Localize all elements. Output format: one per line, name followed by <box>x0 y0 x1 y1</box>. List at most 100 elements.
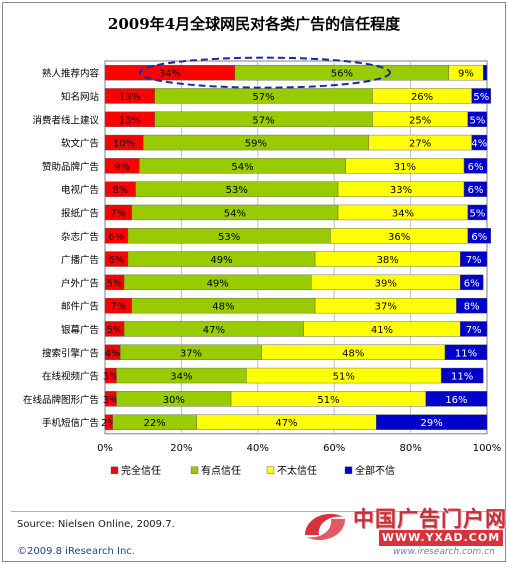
data-label: 10% <box>113 139 135 150</box>
data-label: 7% <box>466 255 482 266</box>
data-label: 29% <box>420 418 442 429</box>
bar-segment <box>482 64 488 81</box>
data-label: 7% <box>110 208 126 219</box>
data-label: 9% <box>114 162 130 173</box>
bar-segment <box>425 391 488 407</box>
source-note: Source: Nielsen Online, 2009.7. <box>17 519 175 530</box>
category-label: 电视广告 <box>61 184 99 196</box>
data-label: 3% <box>103 395 119 406</box>
data-label: 49% <box>207 278 229 289</box>
bar-segment <box>463 158 488 174</box>
legend-swatch <box>266 466 275 474</box>
data-label: 2% <box>101 418 117 429</box>
data-label: 53% <box>226 185 248 196</box>
bar-segment <box>460 274 484 291</box>
data-label: 49% <box>210 255 232 266</box>
highlight-ellipse <box>139 56 391 89</box>
bar-segment <box>467 228 492 244</box>
data-label: 37% <box>375 302 397 313</box>
category-label: 手机短信广告 <box>42 417 99 429</box>
watermark: 中国广告门户网 WWW.YXAD.COM www.iresearch.com.c… <box>295 499 507 559</box>
legend-label: 有点信任 <box>201 464 241 477</box>
category-label: 在线品牌图形广告 <box>23 394 99 406</box>
data-label: 34% <box>392 208 414 219</box>
x-tick-label: 40% <box>247 443 269 454</box>
data-label: 7% <box>466 325 482 336</box>
data-label: 7% <box>110 302 126 313</box>
x-tick-label: 20% <box>170 443 192 454</box>
data-label: 6% <box>464 278 480 289</box>
bar-segment <box>467 204 488 221</box>
data-label: 34% <box>159 69 181 80</box>
data-label: 5% <box>473 92 489 103</box>
legend-swatch <box>110 466 119 474</box>
data-label: 4% <box>105 348 121 359</box>
stacked-bar-chart: 2009年4月全球网民对各类广告的信任程度 34% 56% 9% 13% 57% 26% 5… <box>23 15 501 477</box>
bar-segment <box>376 414 488 430</box>
data-label: 5% <box>470 115 486 126</box>
x-tick-label: 60% <box>323 443 345 454</box>
legend-label: 完全信任 <box>121 464 161 477</box>
category-label: 熟人推荐内容 <box>42 68 100 80</box>
data-label: 33% <box>390 185 412 196</box>
data-label: 36% <box>388 232 410 243</box>
category-label: 邮件广告 <box>61 301 99 313</box>
copyright-note: ©2009.8 iResearch Inc. <box>17 546 135 557</box>
data-label: 13% <box>119 115 141 126</box>
x-tick-label: 80% <box>399 443 421 454</box>
data-label: 51% <box>333 372 355 383</box>
x-tick-label: 100% <box>473 443 502 454</box>
watermark-domain: WWW.YXAD.COM <box>379 530 503 546</box>
data-label: 47% <box>203 325 225 336</box>
data-label: 30% <box>163 395 185 406</box>
chart-title: 2009年4月全球网民对各类广告的信任程度 <box>108 15 401 33</box>
legend-swatch <box>190 466 199 474</box>
data-label: 57% <box>252 115 274 126</box>
data-label: 48% <box>212 302 234 313</box>
category-label: 软文广告 <box>61 138 99 150</box>
data-label: 37% <box>180 348 202 359</box>
category-labels: 熟人推荐内容知名网站消费者线上建议软文广告赞助品牌广告电视广告报纸广告杂志广告广… <box>23 68 100 429</box>
bars: 34% 56% 9% 13% 57% 26% 5% 13% 57% 25% 5% 10% 59% 27% 4… <box>101 64 492 430</box>
data-label: 6% <box>471 232 487 243</box>
category-label: 广播广告 <box>61 254 99 266</box>
data-label: 25% <box>409 115 431 126</box>
data-label: 59% <box>245 139 267 150</box>
watermark-text: 中国广告门户网 <box>353 506 507 531</box>
category-label: 户外广告 <box>61 277 99 289</box>
brand-logo-icon <box>305 513 345 541</box>
bar-segment <box>471 134 488 151</box>
data-label: 47% <box>275 418 297 429</box>
x-tick-labels: 0% 20% 40% 60% 80% 100% <box>97 443 501 454</box>
bar-segment <box>471 88 492 104</box>
category-label: 报纸广告 <box>61 207 99 219</box>
category-label: 搜索引擎广告 <box>42 347 99 359</box>
watermark-url: www.iresearch.com.cn <box>393 547 495 557</box>
data-label: 51% <box>317 395 339 406</box>
bar-segment <box>440 367 484 384</box>
data-label: 13% <box>119 92 141 103</box>
category-label: 银幕广告 <box>61 324 99 336</box>
plot-border <box>104 60 488 435</box>
data-label: 53% <box>218 232 240 243</box>
data-label: 5% <box>107 278 123 289</box>
data-label: 54% <box>231 162 253 173</box>
category-label: 杂志广告 <box>61 231 99 243</box>
data-label: 3% <box>103 372 119 383</box>
data-label: 5% <box>470 208 486 219</box>
data-label: 31% <box>394 162 416 173</box>
data-label: 4% <box>471 139 487 150</box>
bar-segment <box>460 251 488 267</box>
data-label: 54% <box>224 208 246 219</box>
data-label: 41% <box>371 325 393 336</box>
bar-segment <box>460 321 488 337</box>
bar-segment <box>467 111 488 127</box>
data-label: 16% <box>445 395 467 406</box>
data-label: 9% <box>458 69 474 80</box>
data-label: 34% <box>170 372 192 383</box>
legend-label: 不太信任 <box>277 464 317 477</box>
legend-swatch <box>344 466 353 474</box>
data-label: 22% <box>144 418 166 429</box>
data-label: 11% <box>451 372 473 383</box>
